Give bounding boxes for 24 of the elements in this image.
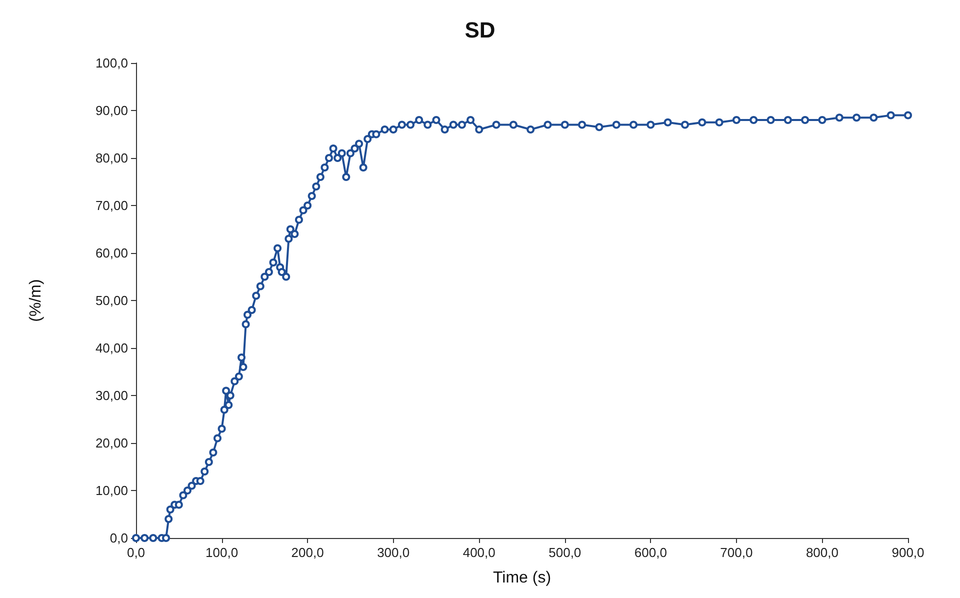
y-tick-label: 10,00 xyxy=(95,483,128,498)
chart-title: SD xyxy=(464,18,496,42)
y-tick-label: 40,00 xyxy=(95,340,128,356)
y-tick-label: 90,00 xyxy=(95,103,128,118)
x-tick-label: 800,0 xyxy=(806,545,838,560)
y-tick-label: 50,00 xyxy=(95,293,128,308)
x-tick-label: 400,0 xyxy=(462,545,496,560)
x-tick-label: 200,0 xyxy=(291,545,324,560)
x-tick-label: 100,0 xyxy=(206,545,238,560)
x-axis-title: Time (s) xyxy=(492,570,552,586)
x-tick-label: 500,0 xyxy=(548,545,582,560)
y-tick-label: 100,0 xyxy=(95,56,128,70)
y-axis-title: (%/m) xyxy=(28,279,44,322)
y-tick-label: 80,00 xyxy=(95,150,128,166)
x-tick-label: 300,0 xyxy=(377,545,410,560)
x-tick-label: 700,0 xyxy=(720,545,753,560)
y-tick-label: 20,00 xyxy=(95,436,128,450)
y-tick-label: 70,00 xyxy=(95,198,128,213)
y-tick-label: 0,0 xyxy=(110,530,128,546)
y-tick-label: 60,00 xyxy=(95,246,128,260)
x-tick-label: 900,0 xyxy=(892,545,924,560)
x-tick-label: 600,0 xyxy=(634,545,667,560)
x-tick-label: 0,0 xyxy=(126,545,146,560)
y-tick-label: 30,00 xyxy=(95,388,128,403)
